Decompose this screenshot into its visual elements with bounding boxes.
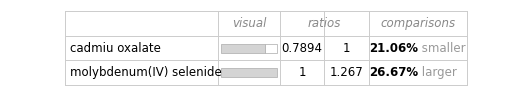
Bar bbox=[221, 44, 265, 53]
Text: comparisons: comparisons bbox=[380, 17, 455, 30]
Text: ratios: ratios bbox=[308, 17, 341, 30]
Text: 21.06%: 21.06% bbox=[369, 42, 418, 55]
Text: cadmiu oxalate: cadmiu oxalate bbox=[70, 42, 160, 55]
Text: molybdenum(IV) selenide: molybdenum(IV) selenide bbox=[70, 66, 222, 79]
Text: 1: 1 bbox=[298, 66, 306, 79]
Text: smaller: smaller bbox=[418, 42, 466, 55]
Bar bbox=[265, 44, 277, 53]
Bar bbox=[221, 68, 277, 77]
Text: larger: larger bbox=[418, 66, 457, 79]
Text: 26.67%: 26.67% bbox=[368, 66, 418, 79]
Text: 1: 1 bbox=[343, 42, 350, 55]
Text: 0.7894: 0.7894 bbox=[282, 42, 323, 55]
Text: visual: visual bbox=[231, 17, 266, 30]
Text: 1.267: 1.267 bbox=[330, 66, 363, 79]
